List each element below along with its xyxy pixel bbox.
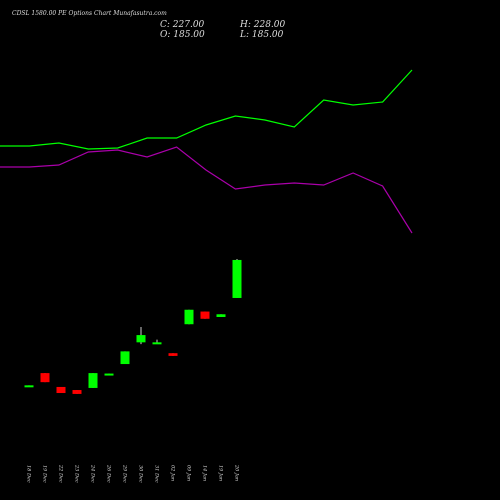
x-tick-label: 30 Dec — [138, 465, 144, 483]
x-tick-label: 18 Dec — [26, 465, 32, 483]
candle-body — [216, 314, 226, 317]
x-tick-label: 19 Jan — [218, 465, 224, 481]
candle-body — [232, 259, 242, 298]
candle-body — [152, 342, 162, 345]
low-label: L: 185.00 — [239, 30, 284, 40]
candle-body — [40, 373, 50, 383]
candle-body — [72, 390, 82, 394]
close-label: C: 227.00 — [160, 20, 205, 30]
x-tick-label: 02 Jan — [170, 465, 176, 481]
chart-title: CDSL 1580.00 PE Options Chart Munafasutr… — [12, 10, 167, 17]
x-tick-label: 31 Dec — [154, 465, 160, 483]
candle-body — [88, 373, 98, 388]
x-tick-label: 20 Jan — [234, 464, 240, 481]
candle-body — [200, 311, 210, 319]
x-tick-label: 19 Dec — [42, 465, 48, 483]
x-tick-label: 24 Dec — [90, 464, 96, 483]
high-label: H: 228.00 — [239, 20, 286, 30]
indicator-line — [0, 146, 413, 234]
x-tick-label: 09 Jan — [186, 465, 192, 481]
candle-body — [120, 351, 130, 365]
x-tick-label: 14 Jan — [202, 465, 208, 481]
indicator-line — [0, 69, 413, 150]
open-label: O: 185.00 — [160, 30, 205, 40]
x-tick-label: 26 Dec — [106, 464, 112, 483]
candle-body — [184, 309, 194, 325]
x-tick-label: 22 Dec — [58, 464, 64, 483]
candle-body — [24, 385, 34, 388]
candle-body — [168, 353, 178, 356]
x-tick-label: 29 Dec — [122, 464, 128, 483]
candle-body — [56, 386, 66, 394]
candle-body — [104, 373, 114, 376]
x-tick-label: 23 Dec — [74, 464, 80, 483]
candle-body — [136, 335, 146, 343]
